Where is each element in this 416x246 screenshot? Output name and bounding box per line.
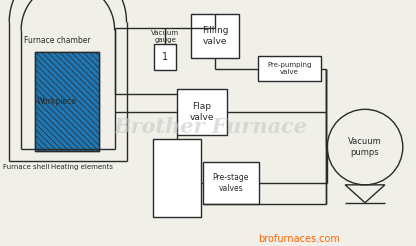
Text: Heating elements: Heating elements: [51, 164, 113, 170]
Text: Furnace chamber: Furnace chamber: [24, 36, 91, 45]
Text: Vacuum
pumps: Vacuum pumps: [348, 137, 382, 157]
Polygon shape: [35, 52, 99, 151]
Bar: [154, 44, 176, 70]
Bar: [154, 139, 201, 217]
Bar: [258, 56, 321, 81]
Text: Brother Furnace: Brother Furnace: [113, 117, 307, 137]
Text: Filling
valve: Filling valve: [202, 26, 228, 46]
Text: Workpiece: Workpiece: [37, 97, 77, 106]
Text: Furnace shell: Furnace shell: [3, 164, 50, 170]
Text: Vacuum
gauge: Vacuum gauge: [151, 30, 179, 43]
Bar: [191, 14, 239, 58]
Text: brofurnaces.com: brofurnaces.com: [258, 233, 340, 244]
Bar: [203, 162, 259, 204]
Text: Pre-pumping
valve: Pre-pumping valve: [267, 62, 312, 75]
Bar: [177, 90, 227, 135]
Bar: [35, 52, 99, 151]
Text: 1: 1: [162, 52, 168, 62]
Text: Pre-stage
valves: Pre-stage valves: [213, 173, 249, 193]
Text: Flap
valve: Flap valve: [190, 102, 214, 122]
Bar: [35, 52, 99, 151]
